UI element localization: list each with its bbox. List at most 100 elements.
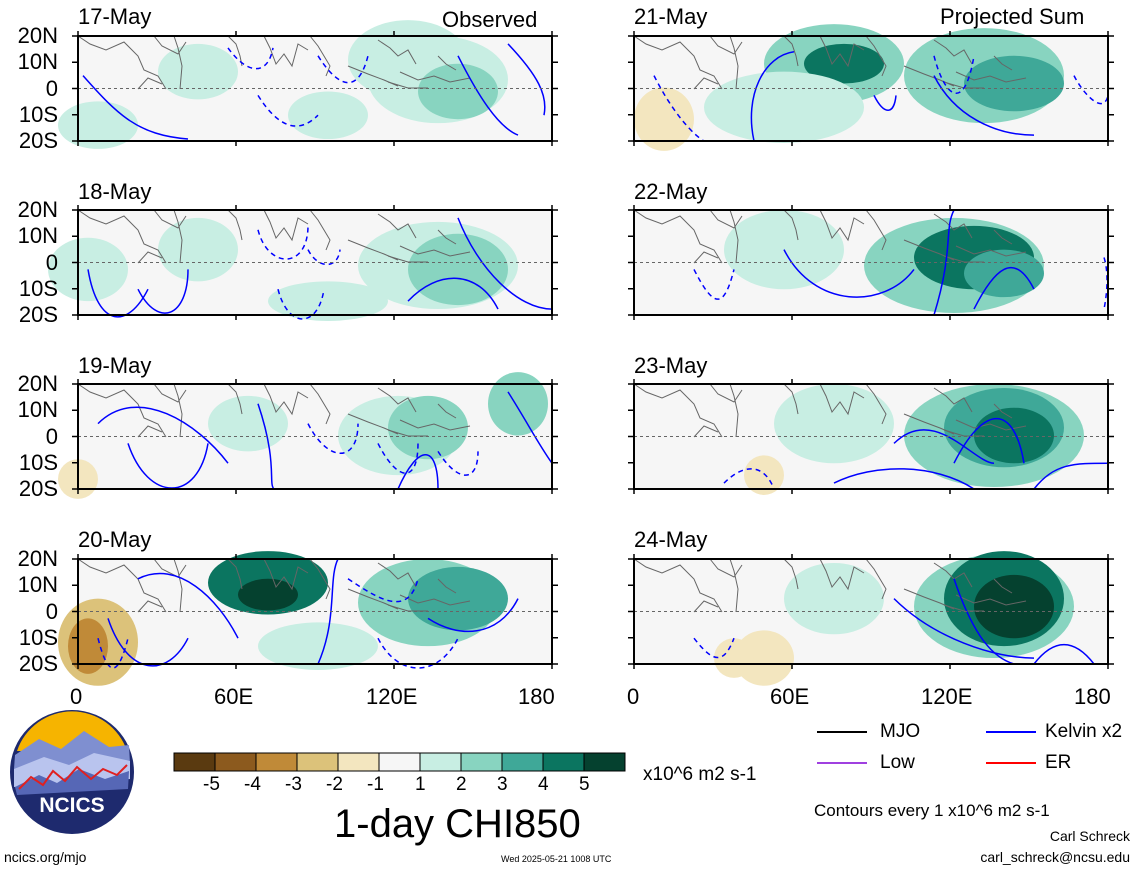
kelvin-contour-negative — [693, 269, 735, 300]
lat-label: 0 — [45, 598, 58, 624]
kelvin-contour-positive — [107, 618, 189, 667]
kelvin-contour-positive — [873, 95, 897, 111]
lon-label-right-0: 0 — [627, 684, 640, 709]
legend-low-label: Low — [880, 752, 915, 773]
coastline — [77, 35, 167, 90]
colorbar-tick-label: -4 — [244, 774, 261, 795]
colorbar-swatch — [460, 752, 503, 772]
projected-sum-label: Projected Sum — [940, 4, 1085, 29]
coastline — [309, 35, 331, 77]
kelvin-contour-negative — [277, 289, 325, 320]
credits-author: Carl Schreck — [1049, 828, 1130, 844]
chi-anomaly-shading — [964, 249, 1044, 298]
coastline — [633, 209, 723, 264]
legend-lines — [817, 731, 1036, 764]
coastline — [993, 229, 1013, 245]
coastline — [137, 425, 163, 438]
coastline — [709, 209, 743, 229]
kelvin-contour-negative — [97, 638, 129, 669]
colorbar-tick-label: -1 — [367, 774, 384, 795]
kelvin-contour-negative — [1103, 257, 1108, 310]
coastline — [693, 251, 719, 264]
coastline — [709, 383, 743, 403]
kelvin-contour-positive — [933, 209, 955, 316]
coastline — [263, 209, 309, 242]
coastline — [709, 558, 743, 578]
colorbar-tick-label: 4 — [538, 774, 549, 795]
ncics-logo-text: NCICS — [39, 794, 104, 817]
lon-label-left-60e: 60E — [214, 684, 254, 709]
lat-label: 20S — [18, 476, 58, 501]
chi-anomaly-shading — [388, 395, 468, 460]
map-panel-projected-4 — [628, 551, 1114, 686]
kelvin-contour-positive — [973, 266, 1035, 310]
coastline — [729, 209, 739, 264]
kelvin-contour-negative — [377, 443, 419, 474]
map-panel-projected-2 — [628, 205, 1114, 320]
coastline — [173, 35, 183, 90]
kelvin-contour-positive — [427, 598, 519, 633]
colorbar-swatch — [419, 752, 462, 772]
kelvin-contour-positive — [893, 429, 995, 464]
coastline — [955, 245, 1027, 257]
kelvin-contour-negative — [693, 637, 735, 659]
coastline — [399, 245, 471, 257]
lat-label: 20N — [17, 23, 58, 48]
coastline — [729, 35, 739, 90]
colorbar-tick-label: 3 — [497, 774, 508, 795]
chi-anomaly-shading — [714, 638, 754, 678]
coastline — [693, 600, 719, 613]
coastline — [377, 213, 417, 239]
coastline — [137, 251, 163, 264]
credits-email: carl_schreck@ncsu.edu — [980, 849, 1130, 865]
ncics-logo: NCICS — [10, 710, 134, 834]
coastline — [693, 77, 719, 90]
coastline — [137, 600, 163, 613]
kelvin-contour-negative — [377, 637, 459, 669]
coastline — [153, 558, 187, 578]
lon-label-left-180: 180 — [518, 684, 555, 709]
coastline — [227, 558, 243, 590]
lat-label: 10N — [17, 572, 58, 598]
credits-site: ncics.org/mjo — [4, 849, 87, 865]
kelvin-contour-negative — [307, 423, 359, 454]
colorbar-swatch — [542, 752, 585, 772]
lat-label: 20S — [18, 651, 58, 676]
lat-label: 10S — [18, 449, 58, 475]
colorbar-units: x10^6 m2 s-1 — [643, 764, 757, 785]
kelvin-contour-positive — [507, 391, 553, 464]
lat-label: 20N — [17, 546, 58, 571]
coastline — [263, 383, 309, 416]
date-label-left-3: 19-May — [78, 353, 152, 378]
kelvin-contour-positive — [507, 43, 546, 116]
coastline — [693, 425, 719, 438]
lat-label: 20N — [17, 197, 58, 222]
coastline — [633, 35, 723, 90]
lon-label-right-60e: 60E — [770, 684, 810, 709]
coastline — [377, 562, 417, 588]
colorbar-tick-label: -2 — [326, 774, 343, 795]
chi-anomaly-shading — [964, 55, 1064, 112]
coastline — [399, 594, 471, 606]
coastline — [819, 558, 865, 591]
coastline — [993, 403, 1013, 419]
coastline — [865, 209, 887, 251]
coastline — [865, 35, 887, 77]
contour-note: Contours every 1 x10^6 m2 s-1 — [814, 801, 1050, 820]
kelvin-contour-positive — [317, 558, 339, 665]
kelvin-contour-negative — [933, 55, 975, 94]
chi-anomaly-shading — [158, 217, 238, 282]
map-panel-observed-1 — [58, 20, 558, 149]
lat-label: 0 — [45, 423, 58, 449]
coastline — [173, 209, 183, 264]
coastline — [993, 55, 1013, 71]
kelvin-contour-positive — [87, 269, 149, 318]
coastline — [633, 383, 723, 438]
coastline — [77, 558, 167, 613]
lat-label: 10S — [18, 101, 58, 127]
coastline — [77, 383, 167, 438]
date-label-right-3: 23-May — [634, 353, 708, 378]
coastline — [709, 35, 743, 55]
kelvin-contour-positive — [933, 75, 1035, 136]
coastline — [783, 35, 799, 67]
